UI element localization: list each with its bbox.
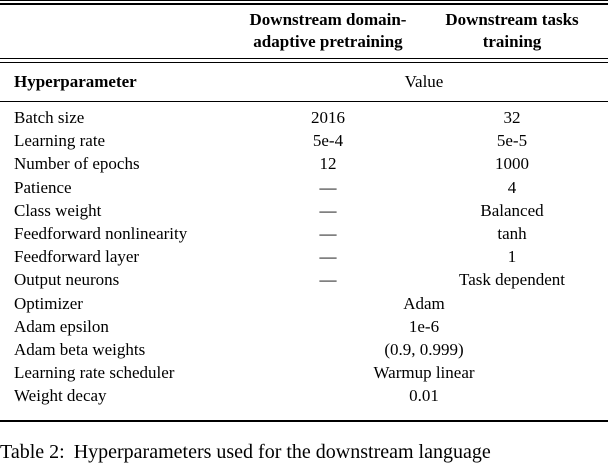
shared-value: 0.01 <box>409 386 439 406</box>
tasks-value: 1000 <box>495 154 529 174</box>
shared-value: (0.9, 0.999) <box>384 340 464 360</box>
pretraining-value: — <box>319 177 337 197</box>
table-caption-text: Hyperparameters used for the downstream … <box>73 440 491 463</box>
shared-value: Adam <box>403 293 445 313</box>
row-label: Output neurons <box>14 270 120 290</box>
pretraining-value: 12 <box>319 154 337 174</box>
table-row: Output neurons — Task dependent <box>0 268 608 291</box>
tasks-value: 4 <box>507 177 517 197</box>
tasks-value: 32 <box>503 108 521 127</box>
table-row: Learning rate scheduler Warmup linear <box>0 361 608 384</box>
table-row: Batch size 2016 32 <box>0 106 608 129</box>
table-caption-number: Table 2: <box>0 440 65 463</box>
row-label: Adam beta weights <box>14 340 146 360</box>
tasks-value: Balanced <box>480 200 544 220</box>
subheader-row: Hyperparameter Value <box>0 63 608 101</box>
column-header-spacer <box>0 9 240 53</box>
row-label: Learning rate scheduler <box>14 363 175 383</box>
column-header-pretraining-line1: Downstream domain- <box>249 10 407 29</box>
header-double-rule <box>0 58 608 63</box>
row-label: Class weight <box>14 200 102 220</box>
pretraining-value: — <box>319 247 337 267</box>
table-bottom-rule <box>0 419 608 422</box>
row-label: Optimizer <box>14 293 83 313</box>
row-label: Batch size <box>14 108 85 127</box>
table-body: Batch size 2016 32 Learning rate 5e-4 5e… <box>0 102 608 414</box>
column-header-tasks: Downstream tasks training <box>416 9 608 53</box>
column-header-tasks-line2: training <box>482 32 542 51</box>
subheader-rule <box>0 101 608 102</box>
table-caption: Table 2: Hyperparameters used for the dow… <box>0 441 608 464</box>
row-label: Feedforward layer <box>14 247 140 267</box>
table-row: Feedforward nonlinearity — tanh <box>0 222 608 245</box>
row-label: Learning rate <box>14 131 106 151</box>
pretraining-value: 2016 <box>311 108 345 127</box>
value-column-title: Value <box>404 72 444 91</box>
table-row: Adam beta weights (0.9, 0.999) <box>0 338 608 361</box>
column-header-tasks-line1: Downstream tasks <box>445 10 579 29</box>
row-label: Adam epsilon <box>14 316 109 336</box>
table-row: Adam epsilon 1e-6 <box>0 315 608 338</box>
pretraining-value: 5e-4 <box>312 131 344 151</box>
shared-value: Warmup linear <box>373 363 475 383</box>
table-row: Weight decay 0.01 <box>0 384 608 407</box>
table-row: Number of epochs 12 1000 <box>0 152 608 175</box>
table-row: Feedforward layer — 1 <box>0 245 608 268</box>
tasks-value: 5e-5 <box>496 131 528 151</box>
tasks-value: 1 <box>507 247 517 267</box>
column-header-pretraining: Downstream domain- adaptive pretraining <box>240 9 416 53</box>
hyperparameter-table: Downstream domain- adaptive pretraining … <box>0 0 608 422</box>
pretraining-value: — <box>319 224 337 244</box>
table-row: Patience — 4 <box>0 176 608 199</box>
hyperparameter-column-title: Hyperparameter <box>14 72 137 91</box>
pretraining-value: — <box>319 270 337 290</box>
table-top-rule <box>0 0 608 5</box>
table-row: Learning rate 5e-4 5e-5 <box>0 129 608 152</box>
row-label: Patience <box>14 177 72 197</box>
row-label: Number of epochs <box>14 154 140 174</box>
shared-value: 1e-6 <box>408 316 440 336</box>
table-row: Class weight — Balanced <box>0 199 608 222</box>
tasks-value: tanh <box>497 224 527 244</box>
row-label: Feedforward nonlinearity <box>14 224 188 244</box>
column-header-row: Downstream domain- adaptive pretraining … <box>0 5 608 58</box>
row-label: Weight decay <box>14 386 107 406</box>
pretraining-value: — <box>319 200 337 220</box>
table-row: Optimizer Adam <box>0 292 608 315</box>
tasks-value: Task dependent <box>459 270 565 290</box>
column-header-pretraining-line2: adaptive pretraining <box>253 32 403 51</box>
